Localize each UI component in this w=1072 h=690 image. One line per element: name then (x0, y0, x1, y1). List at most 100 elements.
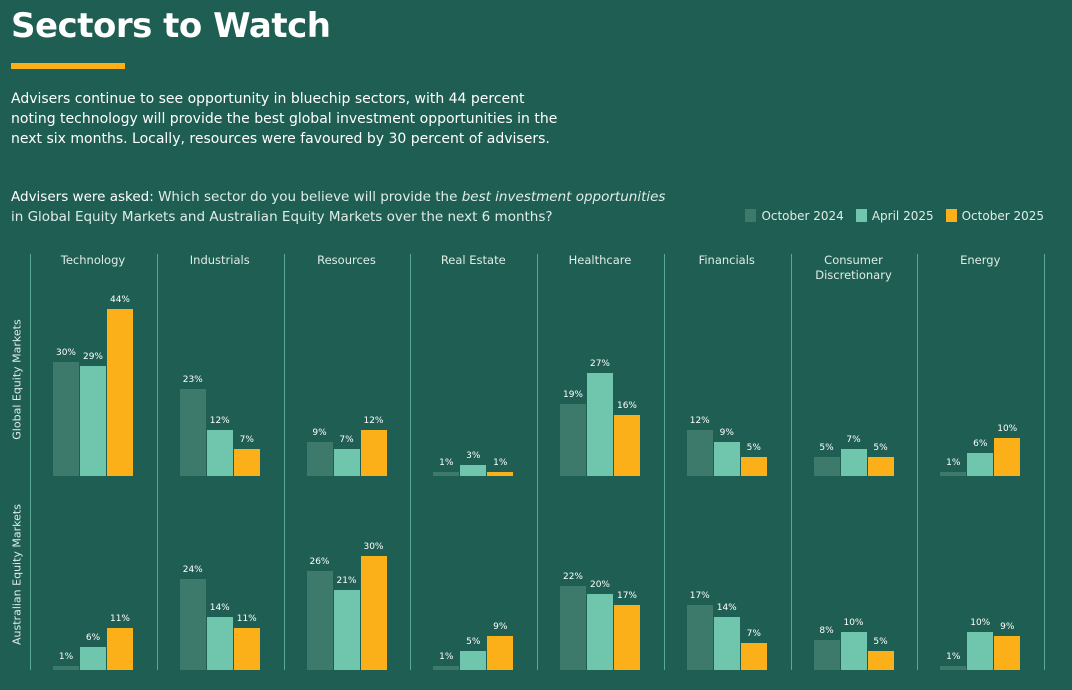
column-divider (156, 254, 158, 670)
data-label: 44% (109, 294, 130, 305)
bar (587, 594, 613, 670)
data-label: 1% (58, 652, 74, 663)
bar (940, 666, 967, 670)
bar (433, 472, 460, 476)
bar (460, 651, 487, 670)
data-label: 21% (336, 576, 357, 587)
bar (813, 639, 840, 670)
question-text-1: Which sector do you believe will provide… (153, 189, 462, 205)
bar (80, 647, 106, 670)
data-label: 1% (493, 458, 508, 469)
category-label: Industrials (189, 253, 250, 267)
data-label: 22% (562, 572, 583, 583)
data-label: 8% (819, 625, 834, 636)
data-label: 1% (439, 652, 454, 663)
legend-label: October 2025 (961, 209, 1044, 223)
category-label: Resources (317, 253, 376, 267)
data-label: 10% (970, 618, 991, 628)
data-label: 11% (109, 614, 130, 625)
bar (686, 605, 713, 670)
data-label: 5% (873, 443, 888, 453)
data-label: 30% (363, 542, 384, 552)
bar (53, 666, 79, 670)
bar (80, 365, 106, 476)
survey-question: Advisers were asked: Which sector do you… (11, 187, 671, 227)
bar (994, 438, 1021, 476)
data-label: 9% (719, 427, 734, 438)
data-label: 23% (182, 374, 203, 385)
column-divider (790, 254, 792, 670)
column-divider (663, 254, 665, 670)
category-label: Real Estate (440, 253, 506, 267)
column-divider (917, 254, 919, 670)
bar (333, 449, 360, 476)
data-label: 20% (589, 580, 610, 590)
legend-label: October 2024 (761, 209, 844, 223)
data-label: 6% (973, 439, 988, 450)
data-label: 29% (82, 351, 103, 362)
bar (233, 449, 260, 476)
question-lead: Advisers were asked: (11, 189, 154, 205)
bar (433, 666, 460, 670)
legend-item: October 2025 (945, 209, 1044, 223)
bar (994, 635, 1021, 670)
question-text-2: in Global Equity Markets and Australian … (11, 209, 553, 225)
bar (614, 415, 640, 476)
question-emphasis: best investment opportunities (461, 189, 666, 205)
data-label: 5% (873, 637, 888, 647)
data-label: 12% (689, 416, 710, 427)
page-title: Sectors to Watch (11, 6, 331, 46)
bar (107, 308, 133, 476)
bar (206, 616, 233, 670)
data-label: 10% (843, 618, 864, 628)
category-label: Financials (698, 253, 755, 267)
legend: October 2024 April 2025 October 2025 (745, 209, 1044, 223)
bar (360, 556, 387, 670)
data-label: 1% (439, 458, 454, 469)
data-label: 1% (946, 652, 961, 663)
bar (179, 578, 206, 670)
category-label: Energy (960, 253, 1001, 267)
category-label: Technology (60, 253, 126, 267)
bar (713, 616, 740, 670)
data-label: 14% (716, 602, 737, 613)
bar (840, 449, 867, 476)
data-label: 17% (689, 591, 710, 602)
data-label: 7% (339, 435, 354, 446)
bar (360, 430, 387, 476)
column-divider (30, 254, 31, 670)
bar (740, 457, 767, 476)
bar (614, 605, 640, 670)
column-divider (283, 254, 285, 670)
row-label: Australian Equity Markets (10, 504, 24, 645)
column-divider (410, 254, 412, 670)
data-label: 26% (309, 557, 330, 568)
bar (867, 651, 894, 670)
data-label: 16% (616, 401, 637, 412)
bar (713, 441, 740, 476)
data-label: 5% (819, 443, 834, 453)
data-label: 7% (846, 435, 861, 446)
bar (587, 373, 613, 476)
title-underline (11, 63, 125, 69)
bar (967, 632, 994, 670)
data-label: 10% (997, 424, 1018, 434)
column-divider (1044, 254, 1045, 670)
data-label: 5% (466, 637, 481, 647)
data-label: 7% (239, 435, 254, 446)
data-label: 3% (466, 450, 481, 461)
column-divider (537, 254, 538, 670)
bar (840, 632, 867, 670)
bar (560, 586, 586, 670)
bar (107, 628, 133, 670)
bar (233, 628, 260, 670)
intro-text: Advisers continue to see opportunity in … (11, 91, 558, 147)
bar (179, 388, 206, 476)
data-label: 17% (616, 591, 637, 602)
data-label: 9% (312, 427, 327, 438)
bar (867, 457, 894, 476)
data-label: 1% (946, 458, 961, 469)
bar (53, 362, 79, 476)
legend-label: April 2025 (871, 209, 934, 223)
